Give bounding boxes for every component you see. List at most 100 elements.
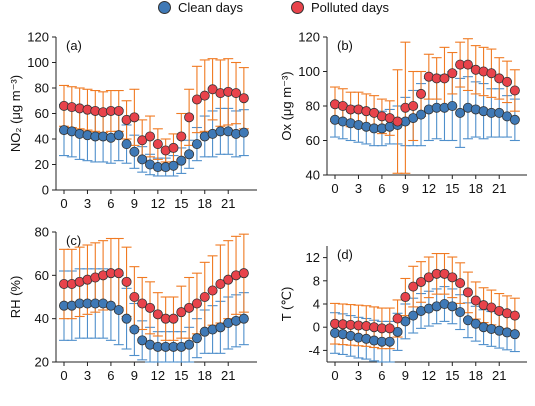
y-tick-label: 120 xyxy=(298,30,320,45)
data-point xyxy=(169,143,178,152)
data-point xyxy=(192,140,201,149)
chart-panel-3: 20 40 60 80 0 3 6 9 12 15 18 21 (c) RH (%) xyxy=(8,225,257,384)
y-tick-label: 40 xyxy=(35,132,49,147)
data-point xyxy=(130,325,139,334)
data-point xyxy=(393,314,402,323)
data-point xyxy=(463,288,472,297)
x-tick-label: 12 xyxy=(151,368,165,383)
data-point xyxy=(393,117,402,126)
data-point xyxy=(177,156,186,165)
data-point xyxy=(448,273,457,282)
x-tick-label: 18 xyxy=(469,181,483,196)
x-tick-label: 18 xyxy=(198,368,212,383)
chart-panel-4: -4 0 4 8 12 0 3 6 9 12 15 18 21 (d) T (℃) xyxy=(279,246,527,383)
data-point xyxy=(114,269,123,278)
data-point xyxy=(448,302,457,311)
x-tick-label: 9 xyxy=(131,196,138,211)
x-tick-label: 18 xyxy=(469,368,483,383)
data-point xyxy=(192,334,201,343)
y-tick-label: 100 xyxy=(298,64,320,79)
panel-label: (a) xyxy=(66,38,82,53)
x-tick-label: 0 xyxy=(331,368,338,383)
data-point xyxy=(169,314,178,323)
x-tick-label: 15 xyxy=(174,368,188,383)
data-point xyxy=(200,292,209,301)
x-tick-label: 0 xyxy=(60,196,67,211)
y-axis-label: RH (%) xyxy=(8,276,23,319)
data-point xyxy=(385,324,394,333)
x-tick-label: 15 xyxy=(174,196,188,211)
x-tick-label: 21 xyxy=(492,181,506,196)
x-tick-label: 0 xyxy=(331,181,338,196)
y-tick-label: 20 xyxy=(35,355,49,370)
y-tick-label: 8 xyxy=(313,273,320,288)
data-point xyxy=(145,303,154,312)
data-point xyxy=(456,308,465,317)
data-point xyxy=(177,132,186,141)
data-point xyxy=(122,277,131,286)
data-point xyxy=(502,77,511,86)
data-point xyxy=(510,330,519,339)
data-point xyxy=(239,314,248,323)
y-tick-label: 20 xyxy=(35,157,49,172)
y-tick-label: 100 xyxy=(27,55,49,70)
data-point xyxy=(185,113,194,122)
data-point xyxy=(114,131,123,140)
x-tick-label: 21 xyxy=(221,368,235,383)
data-point xyxy=(510,311,519,320)
x-tick-label: 12 xyxy=(422,368,436,383)
y-tick-label: 80 xyxy=(35,225,49,240)
data-point xyxy=(448,69,457,78)
data-point xyxy=(114,106,123,115)
y-tick-label: 0 xyxy=(313,320,320,335)
y-tick-label: 0 xyxy=(42,183,49,198)
y-tick-label: -4 xyxy=(308,343,320,358)
x-tick-label: 3 xyxy=(84,196,91,211)
panel-label: (b) xyxy=(337,38,353,53)
data-point xyxy=(145,132,154,141)
x-tick-label: 3 xyxy=(84,368,91,383)
data-point xyxy=(239,94,248,103)
x-tick-label: 15 xyxy=(445,181,459,196)
x-tick-label: 6 xyxy=(107,368,114,383)
data-point xyxy=(208,286,217,295)
data-point xyxy=(122,140,131,149)
data-point xyxy=(122,314,131,323)
chart-panel-2: 40 60 80 100 120 0 3 6 9 12 15 18 21 (b) Ox (μg m⁻³) xyxy=(279,30,527,197)
y-tick-label: 60 xyxy=(306,133,320,148)
x-tick-label: 6 xyxy=(107,196,114,211)
y-axis-label: Ox (μg m⁻³) xyxy=(279,71,294,140)
x-tick-label: 21 xyxy=(492,368,506,383)
y-tick-label: 60 xyxy=(35,106,49,121)
x-tick-label: 9 xyxy=(402,181,409,196)
y-tick-label: 40 xyxy=(306,168,320,183)
y-tick-label: 4 xyxy=(313,297,320,312)
data-point xyxy=(114,305,123,314)
x-tick-label: 18 xyxy=(198,196,212,211)
x-tick-label: 3 xyxy=(355,181,362,196)
y-tick-label: 80 xyxy=(35,81,49,96)
data-point xyxy=(185,150,194,159)
data-point xyxy=(185,340,194,349)
x-tick-label: 9 xyxy=(402,368,409,383)
data-point xyxy=(239,269,248,278)
y-axis-label: T (℃) xyxy=(279,287,294,322)
data-point xyxy=(239,128,248,137)
data-point xyxy=(456,279,465,288)
x-tick-label: 21 xyxy=(221,196,235,211)
data-point xyxy=(200,91,209,100)
chart-panel-1: 0 20 40 60 80 100 120 0 3 6 9 12 15 18 21 (a) NO₂ (μg m⁻… xyxy=(8,30,257,212)
y-tick-label: 40 xyxy=(35,311,49,326)
panel-label: (d) xyxy=(337,247,353,262)
data-point xyxy=(448,101,457,110)
x-tick-label: 0 xyxy=(60,368,67,383)
y-tick-label: 12 xyxy=(306,250,320,265)
data-point xyxy=(401,292,410,301)
y-tick-label: 120 xyxy=(27,30,49,45)
data-point xyxy=(510,86,519,95)
data-point xyxy=(409,101,418,110)
x-tick-label: 12 xyxy=(151,196,165,211)
data-point xyxy=(130,113,139,122)
y-tick-label: 80 xyxy=(306,99,320,114)
